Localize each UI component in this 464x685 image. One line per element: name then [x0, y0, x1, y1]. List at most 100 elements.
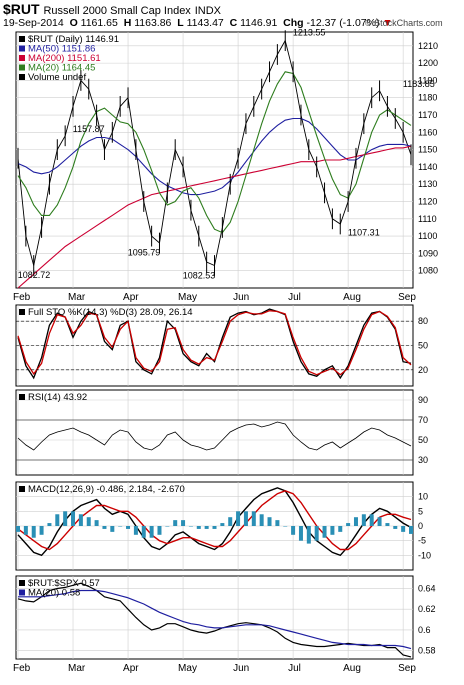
exchange: INDX	[194, 5, 221, 17]
macd-histogram-bar	[298, 526, 303, 541]
macd-histogram-bar	[267, 517, 272, 526]
macd-histogram-bar	[228, 517, 233, 526]
line-rsi-14-	[17, 421, 412, 451]
macd-histogram-bar	[212, 526, 217, 529]
macd-histogram-bar	[385, 523, 390, 526]
macd-histogram-bar	[306, 526, 311, 544]
y-tick-label: 1170	[418, 110, 437, 120]
legend-entry: MA(50) 1151.86	[28, 44, 95, 55]
y-tick-label: 90	[418, 395, 428, 405]
macd-histogram-bar	[369, 514, 374, 526]
macd-histogram-bar	[291, 526, 296, 535]
macd-histogram-bar	[196, 526, 201, 529]
y-tick-label: 1150	[418, 145, 437, 155]
macd-histogram-bar	[188, 526, 193, 527]
month-label: Sep	[398, 663, 416, 674]
y-tick-label: 1080	[418, 266, 438, 276]
macd-histogram-bar	[401, 526, 406, 532]
y-tick-label: 0.62	[418, 604, 436, 614]
high-value: 1163.86	[134, 17, 172, 29]
y-tick-label: 1090	[418, 248, 438, 258]
macd-histogram-bar	[361, 514, 366, 526]
macd-histogram-bar	[181, 520, 186, 526]
macd-histogram-bar	[322, 526, 327, 538]
macd-histogram-bar	[133, 526, 138, 535]
y-tick-label: 30	[418, 455, 428, 465]
legend-entry: $RUT:$SPX 0.57	[28, 578, 100, 589]
macd-histogram-bar	[141, 526, 146, 538]
month-label: Aug	[343, 663, 361, 674]
month-label: May	[178, 663, 197, 674]
month-label: Feb	[13, 663, 31, 674]
close-label: C	[229, 17, 238, 29]
chg-label: Chg	[283, 17, 304, 29]
month-label: Mar	[68, 292, 86, 303]
legend-entry: MA(20) 0.58	[28, 588, 80, 599]
macd-histogram-bar	[94, 520, 99, 526]
high-label: H	[123, 17, 132, 29]
macd-histogram-bar	[220, 523, 225, 526]
macd-histogram-bar	[204, 526, 209, 529]
legend-swatch	[19, 55, 25, 61]
legend-entry: MA(20) 1164.45	[28, 63, 95, 74]
panel-1-border	[15, 31, 414, 289]
price-annotation: 1183.85	[403, 79, 435, 89]
macd-histogram-bar	[102, 526, 107, 529]
open-value: 1161.65	[80, 17, 118, 29]
legend-swatch	[19, 45, 25, 52]
chg-value: -12.37 (-1.07%)	[306, 17, 380, 29]
macd-histogram-bar	[165, 526, 170, 527]
line-ma-20-	[18, 589, 412, 650]
month-label: Jul	[288, 663, 301, 674]
y-tick-label: 50	[418, 341, 428, 351]
macd-histogram-bar	[275, 520, 280, 526]
legend-swatch	[19, 580, 25, 586]
macd-histogram-bar	[31, 526, 36, 538]
macd-histogram-bar	[157, 526, 162, 535]
month-label: Sep	[398, 292, 416, 303]
legend-entry: MACD(12,26,9) -0.486, 2.184, -2.670	[28, 484, 185, 495]
chart-title-line: $RUT Russell 2000 Small Cap Index INDX	[3, 1, 221, 17]
y-tick-label: 1160	[418, 127, 437, 137]
price-annotation: 1157.87	[73, 124, 105, 134]
macd-histogram-bar	[149, 526, 154, 538]
y-tick-label: 0	[418, 521, 423, 531]
y-tick-label: 10	[418, 492, 428, 502]
legend-swatch	[19, 589, 25, 596]
month-label: Jul	[288, 292, 301, 303]
down-arrow-icon: ▼	[382, 17, 393, 29]
price-annotation: 1082.53	[183, 270, 216, 280]
y-tick-label: 1120	[418, 197, 437, 207]
macd-histogram-bar	[346, 523, 351, 526]
y-tick-label: 1130	[418, 179, 437, 189]
macd-histogram-bar	[23, 526, 28, 535]
price-annotation: 1082.72	[18, 270, 51, 280]
macd-histogram-bar	[409, 526, 413, 534]
y-tick-label: 0.64	[418, 583, 436, 593]
macd-histogram-bar	[283, 526, 288, 527]
open-label: O	[69, 17, 78, 29]
month-label: Jun	[233, 292, 249, 303]
legend-entry: RSI(14) 43.92	[28, 392, 87, 403]
macd-histogram-bar	[330, 526, 335, 535]
line-ma-50-	[17, 117, 412, 196]
y-tick-label: 1140	[418, 162, 437, 172]
macd-histogram-bar	[63, 511, 68, 526]
low-label: L	[177, 17, 184, 29]
macd-histogram-bar	[251, 511, 256, 526]
y-tick-label: 1180	[418, 93, 437, 103]
legend-swatch	[19, 486, 25, 492]
line-signal	[17, 490, 412, 551]
legend-swatch	[19, 36, 25, 42]
y-tick-label: -5	[418, 536, 426, 546]
y-tick-label: 70	[418, 415, 428, 425]
quote-line: 19-Sep-2014 O 1161.65 H 1163.86 L 1143.4…	[3, 17, 393, 29]
y-tick-label: 1200	[418, 58, 438, 68]
macd-histogram-bar	[16, 526, 20, 532]
month-label: Feb	[13, 292, 31, 303]
macd-histogram-bar	[118, 526, 123, 527]
y-tick-label: 0.58	[418, 646, 436, 656]
month-label: May	[178, 292, 197, 303]
month-label: Mar	[68, 663, 86, 674]
